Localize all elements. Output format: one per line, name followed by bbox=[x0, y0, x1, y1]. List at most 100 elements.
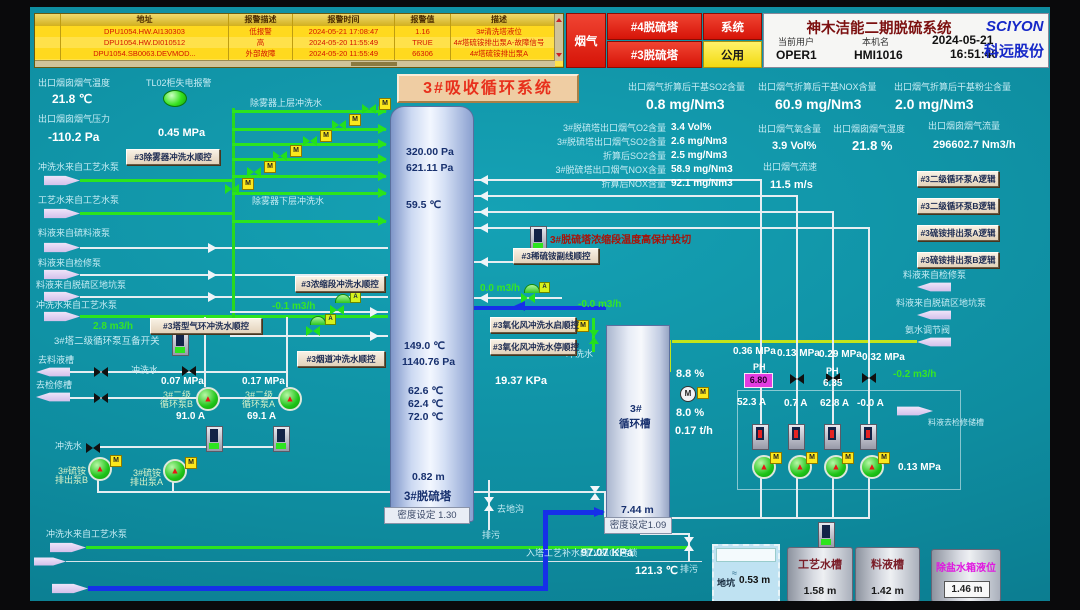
user-label: 当前用户 bbox=[778, 37, 815, 47]
valve-icon[interactable] bbox=[86, 443, 100, 453]
protect-device-icon[interactable] bbox=[530, 226, 547, 252]
inlet-arrow-icon bbox=[52, 583, 88, 594]
dilute-bypass-button[interactable]: #3稀硫铵副线顺控 bbox=[513, 248, 599, 265]
spray-valve-icon[interactable] bbox=[225, 184, 239, 194]
ctank-density-setpoint[interactable]: 密度设定1.09 bbox=[604, 517, 672, 534]
duct-wash-button[interactable]: #3烟道冲洗水顺控 bbox=[297, 351, 385, 368]
demister-wash-button[interactable]: #3除雾器冲洗水顺控 bbox=[126, 149, 220, 166]
flow-arrow-icon bbox=[378, 139, 387, 149]
nav-system-button[interactable]: 系统 bbox=[703, 13, 762, 40]
nav-common-button[interactable]: 公用 bbox=[703, 41, 762, 68]
spray-valve-icon[interactable] bbox=[303, 136, 317, 146]
valve-icon[interactable] bbox=[94, 393, 108, 403]
alarm-row[interactable]: DPU1054.HW.AI130303 低报警 2024-05-21 17:08… bbox=[35, 26, 563, 37]
tank-name: 工艺水槽 bbox=[798, 559, 842, 571]
pipe bbox=[172, 479, 174, 492]
alarm-cell: DPU1054.HW.DI010512 bbox=[61, 37, 229, 48]
alarm-cell: 2024-05-21 17:08:47 bbox=[293, 26, 395, 37]
drain-label2: 排污 bbox=[680, 564, 699, 574]
nav-tower4-button[interactable]: #4脱硫塔 bbox=[607, 13, 702, 40]
actuated-valve-icon[interactable] bbox=[335, 294, 351, 303]
pump2a-status-icon[interactable] bbox=[273, 426, 290, 452]
flow-value: -0.0 m3/h bbox=[578, 299, 622, 310]
valve-icon[interactable] bbox=[589, 330, 599, 344]
valve-icon[interactable] bbox=[306, 326, 320, 336]
concentrate-wash-button[interactable]: #3浓缩段冲洗水顺控 bbox=[295, 276, 385, 293]
valve-icon[interactable] bbox=[484, 497, 494, 511]
to-ditch-label: 去地沟 bbox=[497, 504, 525, 514]
nav-tower3-button[interactable]: #3脱硫塔 bbox=[607, 41, 702, 68]
discharge-pump-a-name: 3#硫铵 bbox=[133, 468, 162, 478]
alarm-row[interactable]: DPU1054.HW.DI010512 高 2024-05-20 11:55:4… bbox=[35, 37, 563, 48]
tower-temp1: 59.5 ℃ bbox=[406, 199, 442, 211]
valve-icon[interactable] bbox=[684, 537, 694, 551]
actuated-valve-icon[interactable] bbox=[310, 316, 326, 325]
spray-valve-icon[interactable] bbox=[362, 104, 376, 114]
circ-pump2-icon[interactable] bbox=[788, 455, 812, 479]
motor-m-icon: M bbox=[806, 452, 818, 464]
pump2a-name2: 循环泵A bbox=[242, 399, 276, 409]
discharge-pump-b-icon[interactable] bbox=[88, 457, 112, 481]
valve-icon[interactable] bbox=[182, 366, 196, 376]
alarm-vertical-scrollbar[interactable] bbox=[554, 14, 563, 61]
tower-temp3: 62.6 ℃ bbox=[408, 385, 444, 397]
alarm-table[interactable]: 地址 报警描述 报警时间 报警值 描述 DPU1054.HW.AI130303 … bbox=[34, 13, 564, 68]
inlet-arrow-icon bbox=[44, 208, 80, 219]
circ-pump1-icon[interactable] bbox=[752, 455, 776, 479]
pump2b-press: 0.07 MPa bbox=[161, 376, 204, 387]
alarm-cell: TRUE bbox=[395, 37, 451, 48]
logic-outpump-a-button[interactable]: #3硫铵排出泵A逻辑 bbox=[917, 225, 999, 242]
pipe bbox=[230, 335, 388, 337]
pump-standby-switch-label: 3#塔二级循环泵互备开关 bbox=[54, 336, 160, 347]
flow-arrow-icon bbox=[474, 257, 488, 267]
tower-level: 0.82 m bbox=[412, 471, 445, 483]
pump-status-icon[interactable] bbox=[824, 424, 841, 450]
spray-valve-icon[interactable] bbox=[332, 120, 346, 130]
alarm-cell: DPU1054.HW.AI130303 bbox=[61, 26, 229, 37]
valve-icon[interactable] bbox=[826, 373, 840, 383]
motor-m-icon: M bbox=[264, 161, 276, 173]
pump-status-icon[interactable] bbox=[788, 424, 805, 450]
circ-pump2a-icon[interactable] bbox=[278, 387, 302, 411]
valve-icon[interactable] bbox=[94, 367, 108, 377]
ring-wash-button[interactable]: #3塔型气环冲洗水顺控 bbox=[150, 318, 262, 335]
valve-icon[interactable] bbox=[790, 374, 804, 384]
inlet-arrow-icon bbox=[917, 310, 951, 320]
flow-arrow-icon bbox=[378, 171, 387, 181]
pump-status-icon[interactable] bbox=[860, 424, 877, 450]
actuated-valve-icon[interactable] bbox=[524, 284, 540, 293]
oxidation-wash-stop-button[interactable]: #3氧化风冲洗水停顺控 bbox=[490, 339, 579, 356]
alarm-row[interactable]: DPU1054.SB0063.DEVMOD... 外部故障 2024-05-20… bbox=[35, 48, 563, 59]
ammonia-valve-label: 氨水调节阀 bbox=[905, 325, 951, 335]
circ-pump3-icon[interactable] bbox=[824, 455, 848, 479]
oxidation-wash-start-button[interactable]: #3氧化风冲洗水启顺控 bbox=[490, 317, 579, 334]
circ-pump2b-icon[interactable] bbox=[196, 387, 220, 411]
logic-pump2b-button[interactable]: #3二级循环泵B逻辑 bbox=[917, 198, 999, 215]
logic-outpump-b-button[interactable]: #3硫铵排出泵B逻辑 bbox=[917, 252, 999, 269]
tower-density-setpoint[interactable]: 密度设定 1.30 bbox=[384, 507, 470, 524]
valve-icon[interactable] bbox=[521, 293, 535, 303]
valve-icon[interactable] bbox=[330, 305, 344, 315]
header-press-value: 0.45 MPa bbox=[158, 127, 206, 139]
alarm-col-desc: 描述 bbox=[491, 15, 507, 24]
pump2b-status-icon[interactable] bbox=[206, 426, 223, 452]
spray-valve-icon[interactable] bbox=[273, 151, 287, 161]
nav-flue-gas-button[interactable]: 烟气 bbox=[566, 13, 606, 68]
alarm-cell: DPU1054.SB0063.DEVMOD... bbox=[61, 48, 229, 59]
logic-pump2a-button[interactable]: #3二级循环泵A逻辑 bbox=[917, 171, 999, 188]
spray-valve-icon[interactable] bbox=[247, 167, 261, 177]
tower-temp4: 62.4 ℃ bbox=[408, 398, 444, 410]
motor-icon[interactable]: M bbox=[680, 386, 696, 402]
alarm-cell: 66306 bbox=[395, 48, 451, 59]
discharge-pump-a-icon[interactable] bbox=[163, 459, 187, 483]
flow-arrow-icon bbox=[594, 507, 605, 517]
alarm-cell: 4#塔硫铵排出泵A-故障信号 bbox=[453, 38, 545, 47]
title-bar: 神木洁能二期脱硫系统 当前用户 OPER1 本机名 HMI1016 2024-0… bbox=[763, 13, 1049, 68]
bezel-bottom bbox=[0, 601, 1080, 610]
valve-icon[interactable] bbox=[862, 373, 876, 383]
valve-icon[interactable] bbox=[590, 486, 600, 500]
alarm-horizontal-scrollbar[interactable] bbox=[35, 60, 555, 67]
pump-status-icon[interactable] bbox=[752, 424, 769, 450]
riser-press4: 0.32 MPa bbox=[862, 352, 905, 363]
device-status-icon[interactable] bbox=[818, 522, 835, 548]
